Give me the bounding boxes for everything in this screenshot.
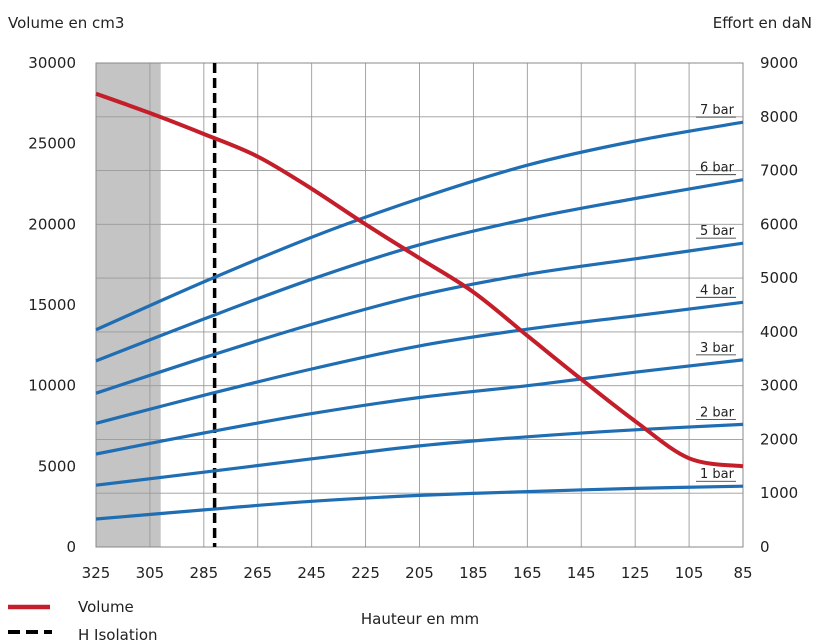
y-left-tick-label: 15000: [28, 296, 76, 314]
y-right-tick-label: 1000: [760, 484, 798, 502]
y-left-tick-label: 0: [66, 538, 76, 556]
y-right-tick-label: 7000: [760, 162, 798, 180]
x-tick-label: 105: [675, 564, 704, 582]
x-tick-label: 225: [351, 564, 380, 582]
axis-ticks: 325 305 285 265 245 225 205 185 165 145 125 105 85 0 5…: [28, 54, 798, 582]
grid: [95, 62, 744, 548]
x-tick-label: 145: [567, 564, 596, 582]
force-series-group: [95, 120, 744, 521]
legend: Volume H Isolation: [8, 598, 158, 644]
y-right-tick-label: 8000: [760, 108, 798, 126]
y-left-axis-title: Volume en cm3: [8, 14, 124, 32]
y-right-tick-label: 3000: [760, 377, 798, 395]
y-right-tick-label: 0: [760, 538, 770, 556]
force-label-4-bar: 4 bar: [700, 283, 735, 298]
force-line-6-bar: [95, 178, 744, 363]
y-right-tick-label: 5000: [760, 269, 798, 287]
force-label-2-bar: 2 bar: [700, 405, 735, 420]
force-label-3-bar: 3 bar: [700, 341, 735, 356]
force-line-7-bar: [95, 120, 744, 332]
y-right-tick-label: 9000: [760, 54, 798, 72]
x-tick-label: 305: [136, 564, 165, 582]
x-tick-label: 125: [621, 564, 650, 582]
force-label-7-bar: 7 bar: [700, 103, 735, 118]
x-tick-label: 265: [243, 564, 272, 582]
force-line-5-bar: [95, 241, 744, 395]
y-right-tick-label: 4000: [760, 323, 798, 341]
force-line-3-bar: [95, 358, 744, 456]
force-line-1-bar: [95, 484, 744, 521]
force-label-5-bar: 5 bar: [700, 224, 735, 239]
x-axis-title: Hauteur en mm: [361, 610, 479, 628]
y-left-tick-label: 10000: [28, 377, 76, 395]
x-tick-label: 325: [82, 564, 111, 582]
series-labels: 1 bar 2 bar 3 bar 4 bar 5 bar 6 bar 7 bar: [696, 103, 736, 482]
y-left-tick-label: 25000: [28, 135, 76, 153]
y-right-tick-label: 2000: [760, 430, 798, 448]
y-right-axis-title: Effort en daN: [713, 14, 812, 32]
x-tick-label: 245: [297, 564, 326, 582]
legend-volume-label: Volume: [78, 598, 134, 616]
x-tick-label: 85: [733, 564, 752, 582]
legend-isolation-label: H Isolation: [78, 626, 158, 644]
force-label-1-bar: 1 bar: [700, 467, 735, 482]
force-line-4-bar: [95, 300, 744, 425]
x-tick-label: 165: [513, 564, 542, 582]
x-tick-label: 205: [405, 564, 434, 582]
x-tick-label: 185: [459, 564, 488, 582]
plot-frame: [95, 62, 744, 548]
x-tick-label: 285: [190, 564, 219, 582]
force-line-2-bar: [95, 422, 744, 487]
force-label-6-bar: 6 bar: [700, 161, 735, 176]
y-left-tick-label: 20000: [28, 215, 76, 233]
y-right-tick-label: 6000: [760, 215, 798, 233]
y-left-tick-label: 30000: [28, 54, 76, 72]
y-left-tick-label: 5000: [38, 457, 76, 475]
volume-series-line: [95, 91, 744, 469]
